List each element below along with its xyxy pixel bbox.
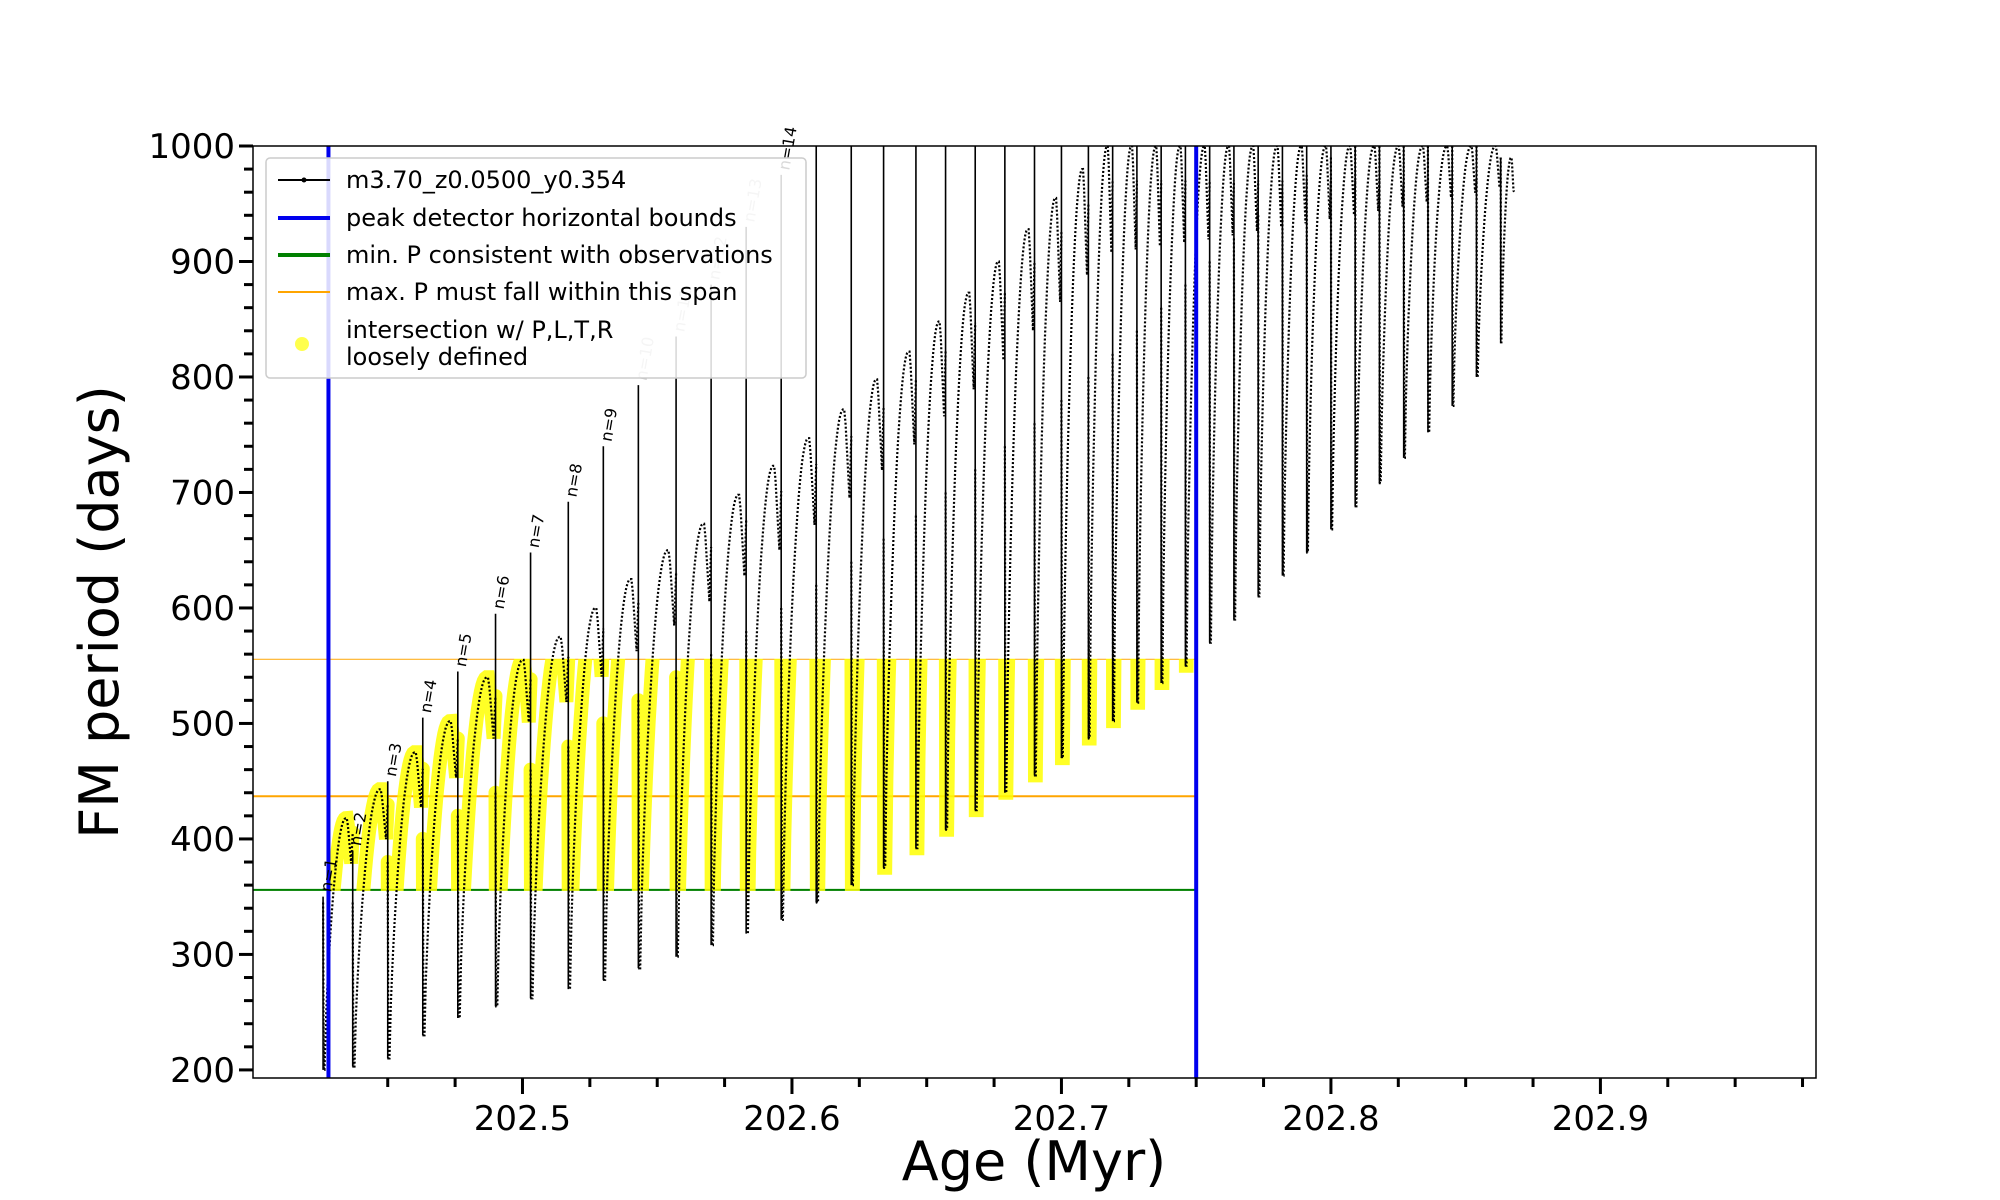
pulse-curve-7: [529, 635, 570, 1000]
pulse-curve-2: [351, 788, 389, 1068]
pulse-curve-14: [780, 437, 818, 921]
y-tick-label-6: 700: [170, 473, 235, 513]
legend-box: [265, 157, 807, 379]
pulse-curve-29: [1208, 146, 1235, 644]
pulse-curve-38: [1426, 146, 1454, 434]
pulse-curve-10: [637, 549, 678, 970]
pulse-curve-6: [494, 658, 532, 1008]
pulse-curve-12: [710, 493, 748, 947]
pulse-curve-25: [1111, 146, 1138, 723]
pulse-curve-16: [850, 378, 885, 887]
y-tick-label-9: 1000: [148, 127, 235, 167]
x-axis-label: Age (Myr): [902, 1130, 1167, 1193]
x-tick-label-4: 202.8: [1282, 1099, 1379, 1139]
pulse-curve-24: [1087, 146, 1114, 740]
legend-label-4: max. P must fall within this span: [346, 278, 737, 306]
pulse-curve-18: [914, 320, 947, 850]
pulse-curve-20: [974, 260, 1006, 812]
legend-swatch-marker-1: [301, 177, 307, 183]
pulse-curve-34: [1329, 146, 1357, 531]
pulse-curve-40: [1475, 146, 1502, 379]
pulse-curve-31: [1257, 146, 1284, 598]
pulse-curve-8: [567, 606, 605, 991]
x-tick-label-5: 202.9: [1552, 1099, 1649, 1139]
pulse-curve-9: [602, 578, 640, 981]
x-tick-label-3: 202.7: [1013, 1099, 1110, 1139]
pulse-curve-19: [944, 291, 977, 831]
plot-frame: [252, 145, 1817, 1079]
pulse-curve-21: [1003, 228, 1036, 794]
legend-label-5-line2: loosely defined: [346, 343, 528, 371]
y-tick-label-4: 500: [170, 704, 235, 744]
x-tick-label-1: 202.5: [474, 1099, 571, 1139]
y-tick-label-5: 600: [170, 589, 235, 629]
x-tick-label-2: 202.6: [743, 1099, 840, 1139]
pulse-curve-11: [675, 522, 713, 958]
legend-swatch-5: [295, 337, 309, 351]
pulse-curve-3: [386, 751, 424, 1060]
y-tick-label-2: 300: [170, 935, 235, 975]
pulse-curve-41: [1499, 156, 1516, 344]
pulse-curve-39: [1451, 146, 1478, 407]
pulse-curve-23: [1060, 167, 1090, 760]
y-tick-label-8: 900: [170, 242, 235, 282]
y-axis-label: FM period (days): [68, 385, 131, 839]
legend-label-5: intersection w/ P,L,T,R: [346, 316, 613, 344]
pulse-curve-36: [1378, 146, 1405, 485]
pulse-curve-33: [1305, 146, 1332, 554]
pulse-curve-30: [1232, 146, 1260, 621]
pulse-curve-13: [745, 464, 783, 935]
mask-right: [1196, 146, 1816, 1078]
pulse-curve-22: [1033, 196, 1063, 777]
legend-label-2: peak detector horizontal bounds: [346, 204, 737, 232]
legend-label-1: m3.70_z0.0500_y0.354: [346, 166, 626, 194]
pulse-curve-1: [322, 816, 354, 1071]
pulse-curve-37: [1402, 146, 1429, 459]
pulse-curve-32: [1281, 146, 1308, 577]
y-tick-label-3: 400: [170, 820, 235, 860]
pulse-curve-17: [882, 350, 917, 869]
legend-label-3: min. P consistent with observations: [346, 241, 773, 269]
pulse-label-4: n=4: [416, 678, 441, 715]
y-tick-label-1: 200: [170, 1051, 235, 1091]
axes: 200 300 400 500 600 700 800 900 1000 202.5 202.6 20…: [148, 127, 1805, 1139]
pulse-curve-35: [1354, 146, 1381, 508]
y-tick-label-7: 800: [170, 358, 235, 398]
pulse-curve-15: [815, 408, 853, 904]
pulse-curve-4: [421, 719, 459, 1037]
pulse-curve-5: [456, 676, 497, 1019]
